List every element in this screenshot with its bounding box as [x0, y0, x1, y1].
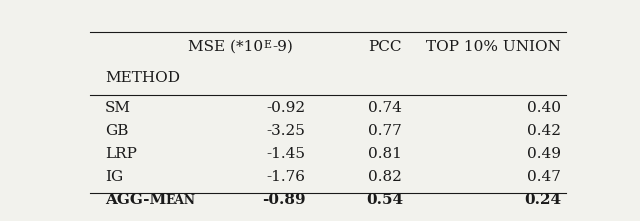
Text: 0.49: 0.49 — [527, 147, 561, 161]
Text: SM: SM — [105, 101, 131, 115]
Text: EAN: EAN — [165, 194, 195, 207]
Text: GB: GB — [105, 124, 128, 138]
Text: MSE (*10: MSE (*10 — [188, 40, 264, 54]
Text: 0.82: 0.82 — [368, 170, 402, 184]
Text: -0.89: -0.89 — [262, 193, 306, 207]
Text: 0.42: 0.42 — [527, 124, 561, 138]
Text: 0.40: 0.40 — [527, 101, 561, 115]
Text: -1.76: -1.76 — [267, 170, 306, 184]
Text: -0.92: -0.92 — [266, 101, 306, 115]
Text: -1.45: -1.45 — [267, 147, 306, 161]
Text: PCC: PCC — [368, 40, 402, 54]
Text: 0.74: 0.74 — [368, 101, 402, 115]
Text: 0.47: 0.47 — [527, 170, 561, 184]
Text: -3.25: -3.25 — [267, 124, 306, 138]
Text: IG: IG — [105, 170, 123, 184]
Text: 0.81: 0.81 — [368, 147, 402, 161]
Text: LRP: LRP — [105, 147, 137, 161]
Text: E: E — [264, 40, 271, 50]
Text: METHOD: METHOD — [105, 71, 180, 85]
Text: -9): -9) — [273, 40, 293, 54]
Text: 0.54: 0.54 — [367, 193, 404, 207]
Text: 0.77: 0.77 — [368, 124, 402, 138]
Text: 0.24: 0.24 — [524, 193, 561, 207]
Text: TOP 10% UNION: TOP 10% UNION — [426, 40, 561, 54]
Text: AGG-M: AGG-M — [105, 193, 166, 207]
